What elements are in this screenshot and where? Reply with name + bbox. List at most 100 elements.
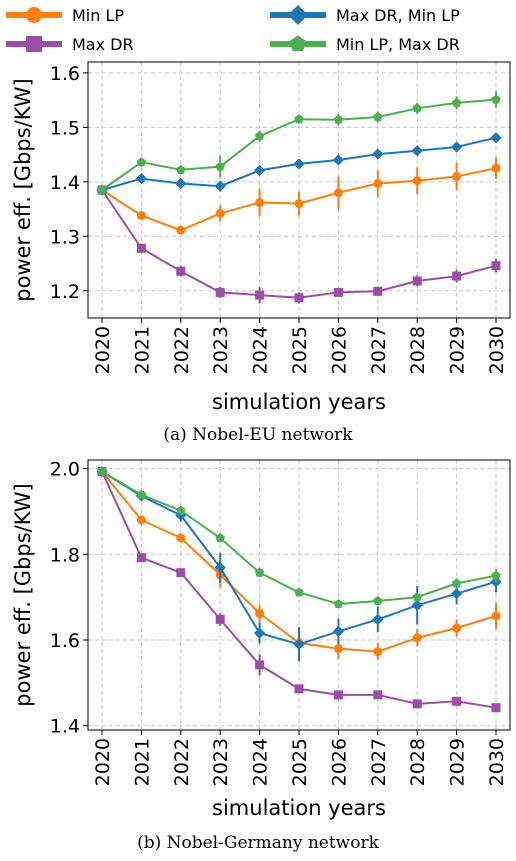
x-tick-label: 2027: [368, 738, 390, 786]
data-point: [491, 703, 501, 713]
data-point: [412, 103, 422, 113]
chart-nobel-germany: 1.4 1.6 1.8 2.0 2020 2021 2022 2023 2024 2025 2026…: [11, 459, 511, 820]
data-point: [412, 699, 422, 709]
data-point: [253, 164, 266, 177]
data-point: [254, 131, 265, 141]
y-tick-label: 1.5: [50, 117, 80, 139]
data-point: [373, 112, 383, 122]
data-point: [332, 154, 345, 166]
legend-marker: [26, 7, 42, 23]
y-tick-label: 1.4: [50, 172, 80, 194]
data-point: [176, 568, 186, 578]
x-tick-label: 2030: [486, 326, 508, 374]
y-tick-label: 1.3: [50, 226, 80, 248]
series-min-lp: [97, 157, 501, 235]
data-point: [373, 286, 383, 296]
data-point: [450, 588, 463, 600]
data-point: [294, 293, 304, 303]
data-point: [372, 613, 384, 626]
data-point: [255, 290, 265, 300]
data-point: [491, 611, 501, 621]
x-tick-label: 2026: [328, 738, 350, 786]
data-point: [411, 599, 423, 611]
x-tick-label: 2028: [407, 738, 429, 786]
data-point: [255, 198, 265, 208]
legend-marker: [288, 5, 308, 25]
data-point: [176, 164, 186, 174]
data-point: [214, 180, 226, 192]
data-point: [215, 614, 225, 624]
x-tick-label: 2029: [447, 738, 469, 786]
legend-item-min-lp: Min LP: [4, 2, 124, 28]
x-tick-label: 2028: [407, 326, 429, 374]
data-point: [373, 596, 383, 605]
y-tick-label: 1.4: [50, 716, 80, 738]
legend-marker: [26, 36, 42, 52]
data-point: [411, 145, 423, 157]
y-tick-label: 2.0: [50, 459, 80, 481]
data-point: [294, 199, 304, 209]
legend-marker: [289, 35, 307, 52]
y-tick-label: 1.8: [50, 544, 80, 566]
data-point: [215, 208, 225, 218]
legend-swatch-min-lp-max-dr-icon: [270, 35, 326, 52]
data-point: [490, 132, 502, 144]
data-point: [214, 561, 226, 574]
data-point: [412, 276, 422, 286]
data-point: [176, 266, 186, 276]
data-point: [333, 644, 343, 654]
data-point: [215, 161, 225, 171]
data-point: [254, 567, 265, 577]
data-point: [253, 627, 266, 639]
y-tick-label: 1.6: [50, 63, 80, 85]
data-point: [451, 97, 462, 107]
data-point: [136, 157, 147, 167]
x-tick-label: 2029: [447, 326, 469, 374]
data-point: [332, 625, 345, 638]
legend-label: Min LP: [72, 5, 125, 25]
data-point: [176, 505, 186, 515]
legend-item-min-lp-max-dr: Min LP, Max DR: [268, 31, 460, 57]
legend-swatch-max-dr-min-lp-icon: [270, 5, 326, 25]
data-point: [412, 176, 422, 186]
data-point: [255, 608, 265, 618]
data-point: [136, 515, 146, 525]
x-tick-label: 2025: [289, 738, 311, 786]
data-point: [215, 533, 225, 542]
data-point: [491, 94, 501, 104]
caption-nobel-germany: (b) Nobel-Germany network: [137, 833, 379, 853]
data-point: [97, 185, 107, 194]
data-point: [451, 578, 462, 588]
data-point: [333, 114, 344, 124]
data-point: [136, 489, 147, 499]
data-point: [255, 660, 265, 670]
x-tick-label: 2030: [486, 738, 508, 786]
data-point: [294, 684, 304, 694]
data-point: [491, 163, 501, 173]
x-tick-label: 2021: [131, 738, 153, 786]
legend: Min LP Max DR Max DR, Min LP Min LP, Max…: [0, 0, 516, 62]
x-tick-label: 2022: [171, 738, 193, 786]
x-tick-label: 2023: [210, 326, 232, 374]
x-tick-label: 2026: [328, 326, 350, 374]
data-point: [333, 690, 343, 700]
x-tick-label: 2021: [131, 326, 153, 374]
y-tick-label: 1.2: [50, 281, 80, 303]
legend-label: Max DR, Min LP: [336, 5, 460, 25]
data-point: [175, 177, 187, 190]
data-point: [373, 178, 383, 188]
x-tick-label: 2020: [92, 326, 114, 374]
data-point: [412, 633, 422, 643]
x-tick-label: 2024: [250, 738, 272, 786]
data-point: [333, 287, 343, 297]
data-point: [175, 509, 187, 521]
series-max-dr-min-lp: [96, 132, 502, 196]
data-point: [491, 570, 501, 580]
data-point: [333, 188, 343, 198]
legend-item-max-dr: Max DR: [4, 31, 134, 57]
data-point: [136, 211, 146, 221]
data-point: [372, 148, 384, 160]
y-axis-label: power eff. [Gbps/KW]: [11, 483, 35, 706]
x-tick-label: 2022: [171, 326, 193, 374]
x-tick-label: 2027: [368, 326, 390, 374]
